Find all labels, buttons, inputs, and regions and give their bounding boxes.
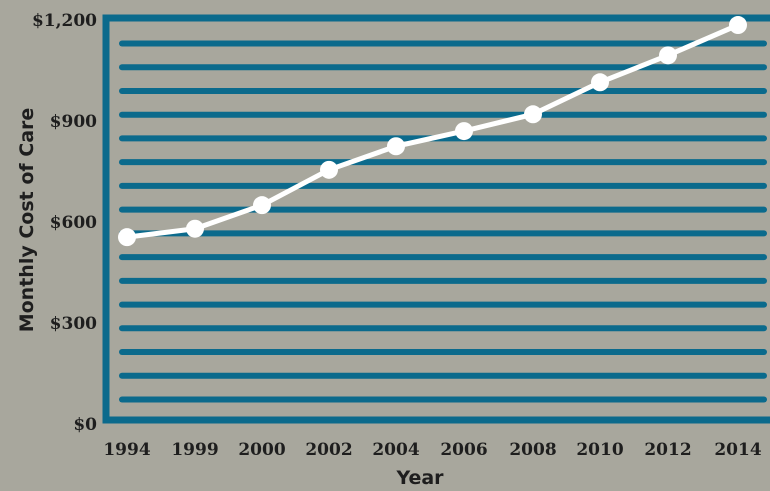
y-tick-label: $900 [50, 112, 97, 132]
x-tick-label: 2006 [440, 440, 487, 460]
data-point [455, 122, 473, 141]
y-axis-title: Monthly Cost of Care [16, 108, 38, 333]
data-point [729, 16, 747, 35]
plot-frame [102, 14, 770, 424]
y-tick-label: $0 [73, 415, 97, 435]
x-tick-label: 2000 [238, 440, 285, 460]
x-tick-label: 2012 [644, 440, 691, 460]
x-tick-label: 2002 [305, 440, 352, 460]
data-series [118, 16, 747, 247]
x-tick-label: 1994 [103, 440, 150, 460]
data-point [659, 46, 677, 65]
y-axis-ticks: $0 $300 $600 $900 $1,200 [32, 11, 97, 435]
data-point [387, 137, 405, 156]
data-point [186, 219, 204, 238]
y-tick-label: $1,200 [32, 11, 97, 31]
plot-border [102, 14, 770, 424]
x-tick-label: 2008 [509, 440, 556, 460]
data-point [320, 160, 338, 179]
y-tick-label: $300 [50, 314, 97, 334]
gridline-stripes [119, 40, 767, 403]
data-point [591, 73, 609, 92]
x-tick-label: 2004 [372, 440, 419, 460]
x-tick-label: 2010 [576, 440, 623, 460]
data-point [118, 228, 136, 247]
x-axis-ticks: 1994 1999 2000 2002 2004 2006 2008 2010 2012 2014 [103, 440, 761, 460]
data-point [524, 105, 542, 124]
x-axis-title: Year [395, 467, 444, 489]
x-tick-label: 1999 [171, 440, 218, 460]
data-point [253, 196, 271, 215]
y-tick-label: $600 [50, 213, 97, 233]
series-line [124, 22, 741, 240]
x-tick-label: 2014 [714, 440, 761, 460]
